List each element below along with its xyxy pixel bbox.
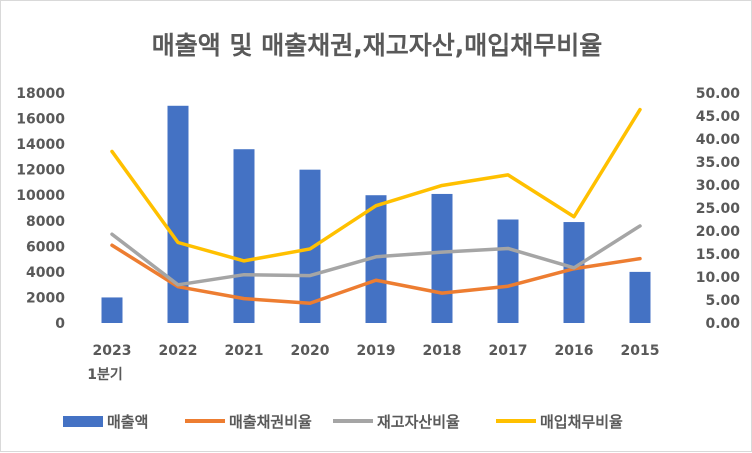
line-series-2 xyxy=(110,107,642,263)
left-axis-tick: 6000 xyxy=(26,239,65,255)
x-axis-label: 2018 xyxy=(423,343,462,359)
left-axis-tick: 14000 xyxy=(16,137,65,153)
bar-4 xyxy=(365,195,387,323)
chart-title: 매출액 및 매출채권,재고자산,매입채무비율 xyxy=(152,31,602,60)
left-axis-tick: 10000 xyxy=(16,188,65,204)
right-axis-tick: 45.00 xyxy=(696,109,741,125)
left-axis-tick: 2000 xyxy=(26,290,65,306)
x-axis-label: 2019 xyxy=(357,343,396,359)
right-axis-tick: 35.00 xyxy=(696,155,741,171)
bar-5 xyxy=(431,193,453,323)
legend-label: 매출채권비율 xyxy=(229,413,312,431)
left-axis-tick: 12000 xyxy=(16,163,65,179)
right-axis-tick: 30.00 xyxy=(696,178,741,194)
bar-0 xyxy=(101,297,123,323)
x-axis: 2023 1분기 2022 2021 2020 2019 2018 2017 2016 2015 xyxy=(87,343,659,383)
legend: 매출액 매출채권비율 재고자산비율 매입채무비율 xyxy=(63,413,623,431)
left-axis-tick: 8000 xyxy=(26,214,65,230)
x-axis-label: 2022 xyxy=(159,343,198,359)
legend-swatch-bar xyxy=(63,416,103,427)
left-axis: 0 2000 4000 6000 8000 10000 12000 14000 16000 180… xyxy=(16,86,65,332)
right-axis-tick: 10.00 xyxy=(696,270,741,286)
left-axis-tick: 18000 xyxy=(16,86,65,102)
lines-layer xyxy=(110,107,642,305)
x-axis-label: 2017 xyxy=(489,343,528,359)
right-axis-tick: 5.00 xyxy=(705,293,740,309)
left-axis-tick: 0 xyxy=(55,316,65,332)
legend-label: 매출액 xyxy=(107,413,148,431)
right-axis-tick: 40.00 xyxy=(696,132,741,148)
right-axis-tick: 25.00 xyxy=(696,201,741,217)
bar-3 xyxy=(299,169,321,323)
legend-label: 매입채무비율 xyxy=(540,413,623,431)
left-axis-tick: 16000 xyxy=(16,112,65,128)
x-axis-label: 2020 xyxy=(291,343,330,359)
bar-8 xyxy=(629,271,651,323)
right-axis: 0.00 5.00 10.00 15.00 20.00 25.00 30.00 35.00 40… xyxy=(696,86,741,332)
x-axis-label: 2016 xyxy=(555,343,594,359)
bar-1 xyxy=(167,105,189,324)
bar-6 xyxy=(497,219,519,323)
right-axis-tick: 15.00 xyxy=(696,247,741,263)
left-axis-tick: 4000 xyxy=(26,265,65,281)
right-axis-tick: 0.00 xyxy=(705,316,740,332)
x-axis-label: 2015 xyxy=(621,343,660,359)
bars-layer xyxy=(101,105,651,324)
x-axis-label: 2021 xyxy=(225,343,264,359)
right-axis-tick: 20.00 xyxy=(696,224,741,240)
line-series-1 xyxy=(110,224,642,287)
line-series-0 xyxy=(110,243,642,305)
legend-label: 재고자산비율 xyxy=(377,413,460,431)
bar-7 xyxy=(563,222,585,323)
x-axis-label: 2023 1분기 xyxy=(87,343,131,383)
bar-2 xyxy=(233,149,255,323)
right-axis-tick: 50.00 xyxy=(696,86,741,102)
